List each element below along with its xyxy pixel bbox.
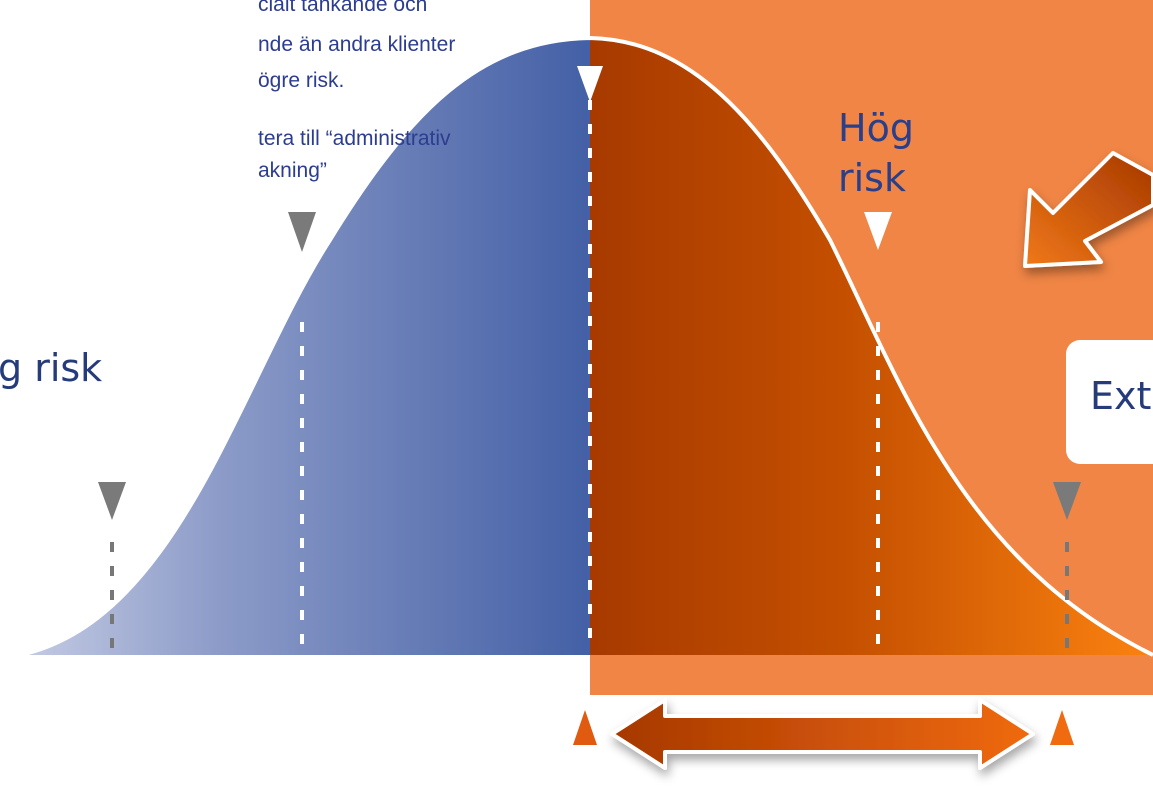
note-line-3: ögre risk. (258, 69, 345, 92)
note-line-2: nde än andra klienter (258, 33, 456, 56)
triangle-marker-icon (1050, 710, 1074, 745)
triangle-marker-icon (573, 710, 597, 745)
note-line-5: akning” (258, 159, 327, 182)
triangle-marker-icon (98, 482, 126, 520)
high-risk-label-line2: risk (838, 156, 906, 200)
extreme-risk-box: Ext (1066, 340, 1153, 464)
triangle-marker-icon (577, 66, 603, 102)
diagonal-arrow-icon (1023, 151, 1153, 268)
double-arrow-icon (610, 698, 1035, 770)
note-line-1: cialt tänkande och (258, 0, 428, 16)
triangle-marker-icon (1053, 482, 1081, 520)
curve-left-area (20, 38, 590, 655)
low-risk-label: g risk (0, 346, 103, 390)
triangle-marker-icon (288, 212, 316, 252)
curve-outline (19, 35, 1153, 657)
curve-right-area (590, 38, 1153, 655)
high-risk-label-line1: Hög (838, 106, 914, 150)
extreme-risk-label: Ext (1090, 374, 1152, 418)
triangle-marker-icon (864, 212, 892, 250)
note-line-4: tera till “administrativ (258, 127, 451, 150)
